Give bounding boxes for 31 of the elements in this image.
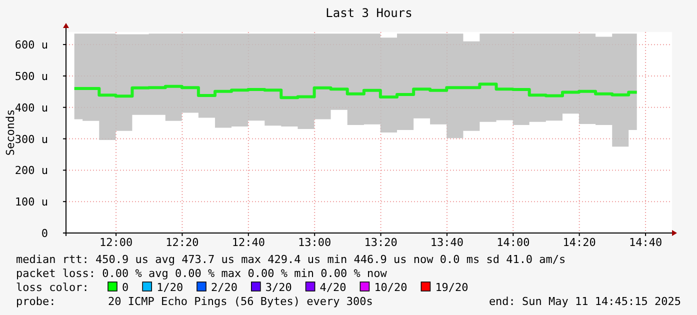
text: 4/20 bbox=[320, 281, 346, 294]
y-tick-label: 600 u bbox=[14, 38, 48, 52]
x-tick-label: 13:40 bbox=[430, 236, 464, 249]
y-tick-label: 0 bbox=[41, 227, 48, 240]
text: loss color: bbox=[16, 281, 89, 294]
y-axis-title: Seconds bbox=[4, 109, 17, 156]
text: 1/20 bbox=[156, 281, 184, 294]
x-tick-label: 12:00 bbox=[99, 236, 133, 249]
y-tick-label: 300 u bbox=[14, 132, 48, 146]
x-tick-label: 12:20 bbox=[166, 236, 199, 249]
x-tick-label: 13:20 bbox=[364, 236, 398, 249]
text: median rtt: 450.9 us avg 473.7 us max 429.4 us min 446.9 us now 0.0 ms sd 41.0 am/s bbox=[16, 253, 566, 266]
x-tick-label: 13:00 bbox=[298, 236, 332, 249]
x-tick-label: 14:40 bbox=[628, 236, 662, 249]
text: 0 bbox=[122, 281, 129, 294]
text: 20 ICMP Echo Pings (56 Bytes) every 300s bbox=[108, 295, 373, 308]
text: probe: bbox=[16, 295, 56, 308]
text: 3/20 bbox=[265, 281, 292, 294]
x-tick-label: 14:00 bbox=[496, 236, 530, 249]
text: 10/20 bbox=[374, 281, 408, 294]
x-tick-label: 12:40 bbox=[232, 236, 265, 249]
y-tick-label: 100 u bbox=[14, 196, 48, 209]
y-tick-label: 500 u bbox=[14, 70, 48, 83]
chart-title: Last 3 Hours bbox=[326, 6, 412, 20]
y-tick-label: 200 u bbox=[14, 164, 48, 178]
text: end: Sun May 11 14:45:15 2025 bbox=[488, 295, 681, 308]
text: packet loss: 0.00 % avg 0.00 % max 0.00 % min 0.00 % now bbox=[16, 267, 388, 280]
text: 2/20 bbox=[211, 281, 238, 294]
text: 19/20 bbox=[435, 281, 468, 294]
y-tick-label: 400 u bbox=[14, 101, 48, 114]
x-tick-label: 14:20 bbox=[562, 236, 596, 249]
